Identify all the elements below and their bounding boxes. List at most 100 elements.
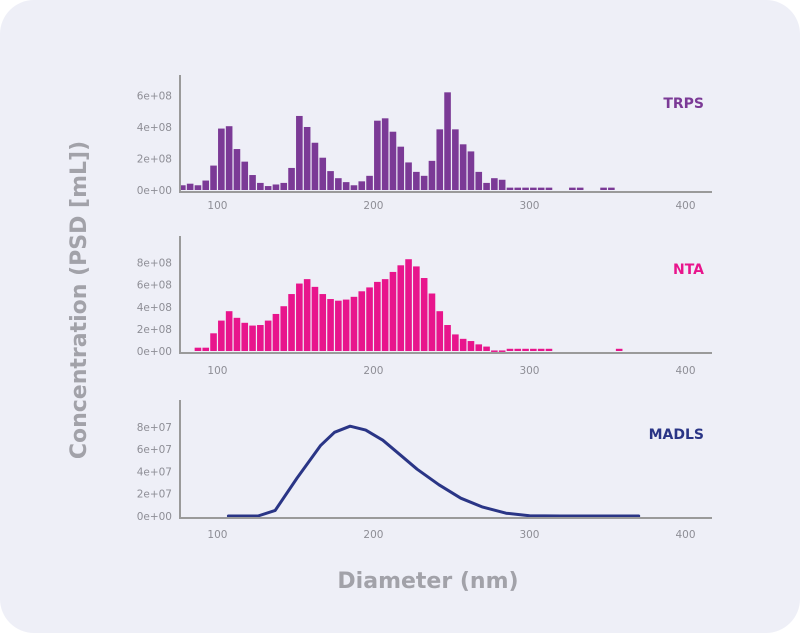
- madls-y-tick-label: 8e+07: [137, 422, 172, 434]
- trps-bar: [452, 129, 459, 190]
- nta-bar: [218, 320, 225, 351]
- nta-y-tick-label: 6e+08: [137, 280, 172, 292]
- trps-bar: [483, 182, 490, 190]
- nta-bar: [537, 348, 545, 351]
- madls-y-tick-label: 4e+07: [137, 466, 172, 478]
- nta-bar: [374, 281, 381, 351]
- nta-bar: [545, 348, 553, 351]
- nta-bar: [210, 333, 217, 351]
- trps-bar: [288, 167, 295, 190]
- trps-bar: [545, 187, 553, 190]
- nta-y-tick-label: 8e+08: [137, 258, 172, 270]
- nta-bar: [202, 347, 210, 351]
- trps-bar: [350, 185, 358, 190]
- nta-bar: [288, 294, 295, 351]
- trps-bar: [335, 178, 342, 190]
- madls-x-tick-label: 300: [519, 529, 539, 541]
- trps-y-tick-label: 0e+00: [137, 185, 172, 197]
- nta-bar: [498, 350, 506, 352]
- trps-bar: [374, 120, 381, 190]
- trps-bar: [537, 187, 545, 190]
- trps-bar: [218, 128, 225, 190]
- trps-bar: [459, 144, 467, 190]
- trps-bar: [576, 187, 584, 190]
- trps-bar: [428, 160, 436, 190]
- nta-bar: [615, 348, 623, 351]
- trps-bar: [569, 187, 576, 190]
- nta-bar: [264, 320, 272, 351]
- madls-line: [226, 424, 641, 518]
- nta-x-tick-label: 300: [519, 365, 539, 377]
- nta-bar: [475, 344, 483, 351]
- nta-bar: [241, 322, 249, 351]
- nta-bar: [506, 348, 514, 351]
- nta-bar: [358, 291, 366, 351]
- nta-bar: [459, 338, 467, 351]
- trps-bar: [397, 146, 405, 190]
- trps-bar: [327, 171, 334, 190]
- trps-y-tick-label: 2e+08: [137, 153, 172, 165]
- trps-bar: [311, 142, 319, 190]
- trps-bar: [444, 92, 451, 190]
- trps-bar: [358, 181, 366, 190]
- trps-bar: [241, 161, 249, 190]
- nta-x-tick-label: 100: [207, 365, 227, 377]
- trps-bar: [257, 182, 264, 190]
- nta-bar: [257, 325, 264, 351]
- nta-bar: [483, 346, 490, 351]
- nta-y-tick-label: 2e+08: [137, 324, 172, 336]
- trps-bar: [233, 149, 241, 190]
- trps-bar: [530, 187, 537, 190]
- trps-x-tick-label: 100: [207, 200, 227, 212]
- trps-bar: [467, 151, 475, 190]
- trps-bar: [280, 182, 288, 190]
- nta-bar: [413, 266, 420, 351]
- nta-x-tick-label: 200: [363, 365, 383, 377]
- trps-bar: [186, 183, 194, 190]
- nta-bar: [452, 334, 459, 351]
- nta-bar: [491, 350, 498, 352]
- nta-bar: [444, 325, 451, 351]
- nta-bar: [514, 348, 522, 351]
- nta-bar: [420, 278, 428, 351]
- nta-bar: [366, 287, 373, 351]
- nta-bar: [280, 306, 288, 351]
- trps-y-tick-label: 6e+08: [137, 90, 172, 102]
- nta-bar: [194, 347, 202, 351]
- nta-bar: [296, 283, 303, 351]
- nta-bar: [530, 348, 537, 351]
- trps-series-label: TRPS: [663, 96, 704, 112]
- trps-bar: [210, 165, 217, 190]
- trps-bar: [179, 185, 186, 190]
- nta-bar: [249, 325, 256, 351]
- trps-bar: [303, 126, 311, 190]
- trps-bar: [498, 179, 506, 190]
- nta-bar: [303, 279, 311, 351]
- madls-x-tick-label: 400: [675, 529, 695, 541]
- nta-bar: [522, 348, 529, 351]
- nta-bar: [272, 313, 280, 351]
- nta-series-label: NTA: [673, 262, 704, 278]
- trps-x-tick-label: 400: [675, 200, 695, 212]
- y-axis-title: Concentration (PSD [mL]): [67, 141, 92, 459]
- trps-bar: [506, 187, 514, 190]
- trps-bar: [420, 175, 428, 190]
- nta-bar: [225, 311, 233, 351]
- trps-bar: [202, 180, 210, 190]
- nta-bar: [405, 259, 412, 351]
- madls-series-label: MADLS: [649, 427, 704, 443]
- trps-bar: [342, 182, 350, 190]
- trps-bar: [522, 187, 529, 190]
- madls-y-tick-label: 6e+07: [137, 444, 172, 456]
- trps-bar: [475, 171, 483, 190]
- trps-bar: [249, 175, 256, 190]
- nta-x-tick-label: 400: [675, 365, 695, 377]
- trps-y-tick-label: 4e+08: [137, 122, 172, 134]
- trps-bar: [194, 185, 202, 190]
- trps-bar: [405, 162, 412, 190]
- trps-bar: [225, 126, 233, 190]
- x-axis-title: Diameter (nm): [337, 569, 518, 594]
- trps-bar: [366, 175, 373, 190]
- trps-bar: [600, 187, 607, 190]
- nta-bar: [389, 271, 397, 351]
